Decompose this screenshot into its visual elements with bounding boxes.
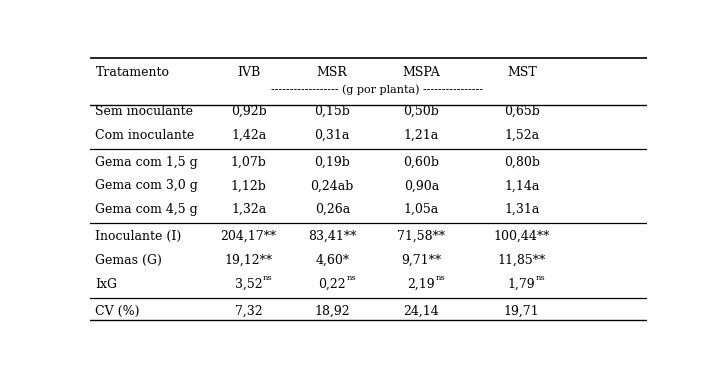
Text: 7,32: 7,32 [235, 305, 262, 318]
Text: Gema com 4,5 g: Gema com 4,5 g [96, 203, 198, 216]
Text: 1,05a: 1,05a [404, 203, 439, 216]
Text: Gema com 1,5 g: Gema com 1,5 g [96, 156, 198, 169]
Text: 1,21a: 1,21a [404, 129, 439, 142]
Text: MST: MST [507, 66, 536, 79]
Text: ns: ns [347, 274, 357, 282]
Text: 19,71: 19,71 [504, 305, 539, 318]
Text: ns: ns [536, 274, 546, 282]
Text: 1,52a: 1,52a [504, 129, 539, 142]
Text: Gema com 3,0 g: Gema com 3,0 g [96, 179, 198, 192]
Text: 18,92: 18,92 [314, 305, 350, 318]
Text: 1,31a: 1,31a [504, 203, 539, 216]
Text: 1,32a: 1,32a [231, 203, 266, 216]
Text: 1,12b: 1,12b [231, 179, 267, 192]
Text: IVB: IVB [237, 66, 260, 79]
Text: Inoculante (I): Inoculante (I) [96, 230, 182, 243]
Text: 0,60b: 0,60b [403, 156, 439, 169]
Text: 0,19b: 0,19b [314, 156, 350, 169]
Text: 9,71**: 9,71** [401, 254, 441, 267]
Text: ------------------ (g por planta) ----------------: ------------------ (g por planta) ------… [271, 84, 483, 95]
Text: 0,92b: 0,92b [231, 105, 267, 118]
Text: ns: ns [263, 274, 273, 282]
Text: 0,26a: 0,26a [315, 203, 350, 216]
Text: 100,44**: 100,44** [493, 230, 550, 243]
Text: 0,90a: 0,90a [404, 179, 439, 192]
Text: 1,79: 1,79 [508, 278, 536, 291]
Text: 0,15b: 0,15b [314, 105, 350, 118]
Text: Com inoculante: Com inoculante [96, 129, 195, 142]
Text: MSR: MSR [317, 66, 348, 79]
Text: 4,60*: 4,60* [315, 254, 349, 267]
Text: 3,52: 3,52 [235, 278, 262, 291]
Text: 0,50b: 0,50b [403, 105, 439, 118]
Text: 83,41**: 83,41** [308, 230, 357, 243]
Text: 1,42a: 1,42a [231, 129, 266, 142]
Text: 71,58**: 71,58** [398, 230, 446, 243]
Text: Gemas (G): Gemas (G) [96, 254, 162, 267]
Text: ns: ns [436, 274, 446, 282]
Text: CV (%): CV (%) [96, 305, 140, 318]
Text: 0,31a: 0,31a [315, 129, 350, 142]
Text: Sem inoculante: Sem inoculante [96, 105, 193, 118]
Text: 2,19: 2,19 [408, 278, 435, 291]
Text: 1,14a: 1,14a [504, 179, 539, 192]
Text: 11,85**: 11,85** [498, 254, 546, 267]
Text: IxG: IxG [96, 278, 117, 291]
Text: Tratamento: Tratamento [96, 66, 170, 79]
Text: 0,80b: 0,80b [504, 156, 540, 169]
Text: 204,17**: 204,17** [221, 230, 277, 243]
Text: MSPA: MSPA [403, 66, 440, 79]
Text: 1,07b: 1,07b [231, 156, 267, 169]
Text: 19,12**: 19,12** [224, 254, 273, 267]
Text: 0,22: 0,22 [319, 278, 346, 291]
Text: 0,65b: 0,65b [504, 105, 540, 118]
Text: 0,24ab: 0,24ab [311, 179, 354, 192]
Text: 24,14: 24,14 [403, 305, 439, 318]
